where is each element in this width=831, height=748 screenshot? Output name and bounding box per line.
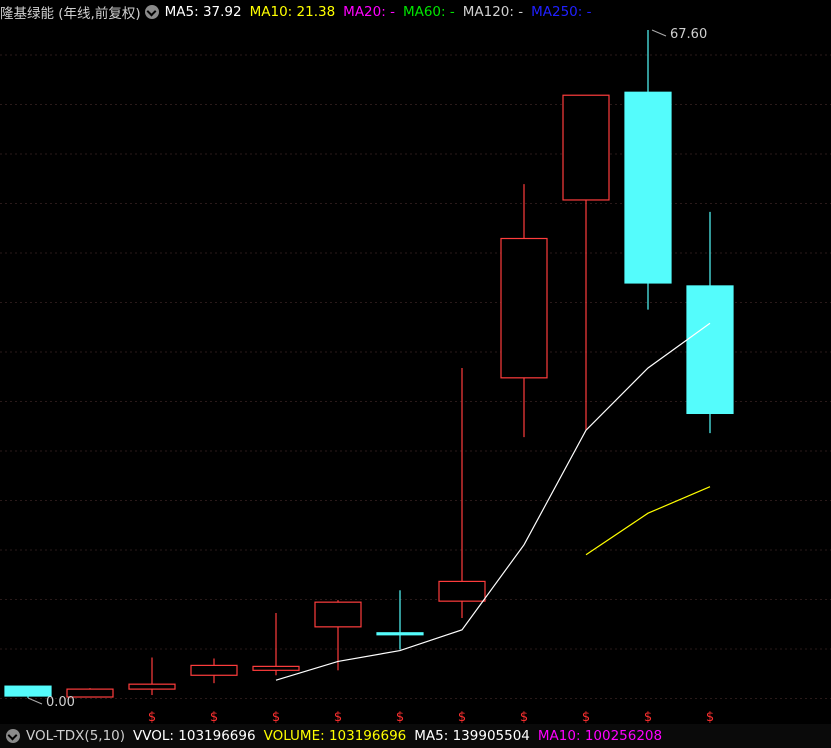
legend-name: MA5 bbox=[165, 4, 203, 20]
volume-entry: VVOL103196696 bbox=[133, 728, 256, 744]
candle-body bbox=[686, 285, 734, 415]
volume-name: MA10 bbox=[538, 728, 585, 744]
volume-value: 100256208 bbox=[584, 728, 663, 744]
legend-entry: MA20- bbox=[343, 4, 395, 20]
legend-value: 37.92 bbox=[202, 4, 242, 20]
legend-value: - bbox=[586, 4, 592, 20]
candle-body bbox=[500, 237, 548, 379]
volume-value: 139905504 bbox=[452, 728, 530, 744]
candle-body bbox=[376, 632, 424, 636]
annotation-arrow bbox=[27, 697, 43, 705]
event-marker: $ bbox=[210, 710, 218, 724]
legend-entry: MA1021.38 bbox=[250, 4, 336, 20]
annotation-arrow bbox=[651, 29, 667, 37]
volume-entry: MA10100256208 bbox=[538, 728, 662, 744]
volume-entry: VOLUME103196696 bbox=[264, 728, 407, 744]
chart-title: 隆基绿能 (年线,前复权) bbox=[0, 6, 141, 22]
volume-items: VVOL103196696VOLUME103196696MA5139905504… bbox=[133, 728, 670, 744]
event-marker: $ bbox=[582, 710, 590, 724]
volume-name: VVOL bbox=[133, 728, 178, 744]
candle-body bbox=[128, 683, 176, 690]
candle-body bbox=[252, 665, 300, 671]
volume-name: MA5 bbox=[414, 728, 452, 744]
chart: 67.60 0.00 $ $ $ $ $ $ $ $ $ $ bbox=[0, 27, 831, 724]
legend-name: MA60 bbox=[403, 4, 450, 20]
event-marker: $ bbox=[272, 710, 280, 724]
legend-value: 21.38 bbox=[296, 4, 336, 20]
volume-title: VOL-TDX(5,10) bbox=[26, 728, 126, 744]
legend-name: MA20 bbox=[343, 4, 390, 20]
candle-body bbox=[438, 580, 486, 602]
volume-footer: VOL-TDX(5,10) VVOL103196696VOLUME1031966… bbox=[0, 724, 831, 748]
volume-value: 103196696 bbox=[328, 728, 407, 744]
legend-entry: MA250- bbox=[531, 4, 591, 20]
candle-body bbox=[4, 685, 52, 697]
annotation-label: 67.60 bbox=[670, 27, 707, 42]
volume-entry: MA5139905504 bbox=[414, 728, 530, 744]
menu-icon[interactable] bbox=[144, 5, 159, 19]
candle-body bbox=[562, 94, 610, 201]
volume-value: 103196696 bbox=[178, 728, 256, 744]
event-marker: $ bbox=[520, 710, 528, 724]
legend-value: - bbox=[390, 4, 395, 20]
candle-body bbox=[624, 91, 672, 284]
event-marker: $ bbox=[706, 710, 714, 724]
legend-name: MA10 bbox=[250, 4, 297, 20]
candle-body bbox=[314, 601, 362, 628]
legend-entry: MA537.92 bbox=[165, 4, 242, 20]
event-marker: $ bbox=[396, 710, 404, 724]
ma-line bbox=[585, 486, 711, 556]
legend-entry: MA60- bbox=[403, 4, 455, 20]
candle-body bbox=[66, 688, 114, 698]
event-marker: $ bbox=[644, 710, 652, 724]
candle-body bbox=[190, 664, 238, 676]
ma-line bbox=[275, 322, 711, 681]
volume-name: VOLUME bbox=[264, 728, 329, 744]
legend-name: MA120 bbox=[463, 4, 519, 20]
event-marker: $ bbox=[148, 710, 156, 724]
legend-value: - bbox=[449, 4, 455, 20]
header: 隆基绿能 (年线,前复权) MA537.92MA1021.38MA20-MA60… bbox=[0, 0, 831, 24]
menu-icon[interactable] bbox=[6, 729, 20, 743]
event-marker: $ bbox=[458, 710, 466, 724]
legend-entry: MA120- bbox=[463, 4, 523, 20]
event-marker: $ bbox=[334, 710, 342, 724]
annotation-label: 0.00 bbox=[46, 695, 75, 710]
legend-name: MA250 bbox=[531, 4, 587, 20]
legend-value: - bbox=[518, 4, 524, 20]
